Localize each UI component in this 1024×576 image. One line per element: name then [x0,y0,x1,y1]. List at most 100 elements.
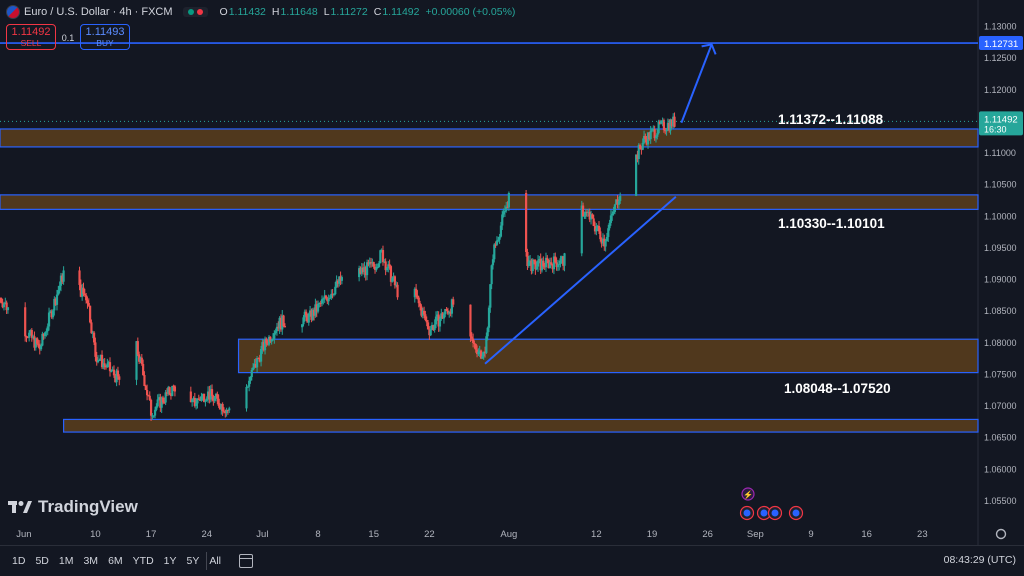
sr-zone-1 [0,194,979,210]
candle-body [662,120,666,131]
candle-body [616,199,619,205]
candle-body [221,403,224,412]
candle-body [201,393,204,397]
symbol-title[interactable]: Euro / U.S. Dollar · 4h · FXCM [24,6,173,18]
candle-body [430,325,434,330]
range-1y[interactable]: 1Y [163,555,177,567]
candle-body [422,310,426,315]
candle-body [597,225,601,232]
range-all[interactable]: All [209,555,222,567]
candle-body [591,214,594,219]
candle-body [91,332,94,334]
candle-body [312,309,316,316]
target-price-tag [979,36,1023,51]
economic-event-flag-icon [792,509,800,517]
price-tick-label: 1.08500 [984,306,1017,316]
price-tick-label: 1.09500 [984,243,1017,253]
tradingview-logo[interactable]: TradingView [8,497,138,517]
candle-body [107,362,110,364]
bottom-toolbar: 1D 5D 1M 3M 6M YTD 1Y 5Y All 08:43:29 (U… [0,545,1024,576]
candle-body [142,364,145,376]
candle-body [546,257,549,261]
candle-body [139,357,142,362]
calendar-goto-date-icon[interactable] [239,554,254,568]
range-5y[interactable]: 5Y [186,555,200,567]
quantity-value[interactable]: 0.1 [61,33,75,43]
candle-body [532,259,536,261]
candle-body [273,333,276,339]
candle-body [164,392,167,403]
price-tick-label: 1.06000 [984,464,1017,474]
range-5d[interactable]: 5D [35,555,49,567]
candle-body [112,369,116,376]
candle-body [262,342,265,351]
candle-body [315,304,318,312]
candle-body [245,387,248,409]
candle-body [327,298,330,302]
candle-body [111,369,114,372]
candle-body [559,258,562,264]
time-tick-label: Jul [256,529,268,540]
candle-body [218,405,222,410]
price-tick-label: 1.11000 [984,148,1016,158]
candle-body [596,225,599,229]
candle-body [373,266,377,270]
candle-body [444,309,447,315]
sell-button[interactable]: 1.11492 SELL [6,24,56,50]
candle-body [307,313,310,323]
price-tick-label: 1.12000 [984,85,1017,95]
logo-text: TradingView [38,497,138,516]
eurusd-flag-icon [6,5,20,19]
buy-button[interactable]: 1.11493 BUY [80,24,130,50]
ohlc-close: C1.11492 [373,6,420,18]
candle-body [161,397,165,403]
candle-body [365,262,369,276]
market-status-indicator[interactable] [182,7,208,17]
candle-body [543,266,546,268]
candle-body [649,130,652,140]
candle-body [24,307,27,337]
range-6m[interactable]: 6M [108,555,123,567]
candle-body [424,314,427,321]
candle-body [202,393,206,402]
time-tick-label: 26 [702,529,713,540]
candle-body [303,311,306,318]
target-price-label: 1.12731 [984,39,1018,50]
candle-body [380,250,383,252]
candle-body [196,398,199,404]
range-ytd[interactable]: YTD [132,555,154,567]
candle-body [6,307,10,311]
candle-body [153,409,157,416]
candle-body [41,333,44,346]
candle-body [45,331,48,333]
range-1d[interactable]: 1D [12,555,26,567]
buy-label: BUY [96,38,114,48]
range-1m[interactable]: 1M [58,555,74,567]
utc-clock[interactable]: 08:43:29 (UTC) [943,554,1016,566]
candle-body [580,205,583,254]
candle-body [383,261,386,263]
candle-body [604,241,607,247]
candle-body [96,360,100,363]
range-3m[interactable]: 3M [83,555,99,567]
candle-body [147,395,150,397]
toolbar-divider [206,552,207,570]
candle-body [334,286,337,295]
time-tick-label: 19 [647,529,658,540]
time-tick-label: 12 [591,529,602,540]
candle-body [4,302,7,305]
candle-body [485,336,488,353]
candle-body [305,311,308,316]
price-tick-label: 1.06500 [984,433,1017,443]
candle-body [222,411,226,413]
candle-body [159,397,162,408]
candle-body [645,139,648,145]
candle-body [200,396,203,401]
candle-body [259,348,263,362]
candle-body [156,399,159,407]
candle-body [613,204,616,212]
candle-body [547,260,550,269]
candle-body [392,276,395,278]
